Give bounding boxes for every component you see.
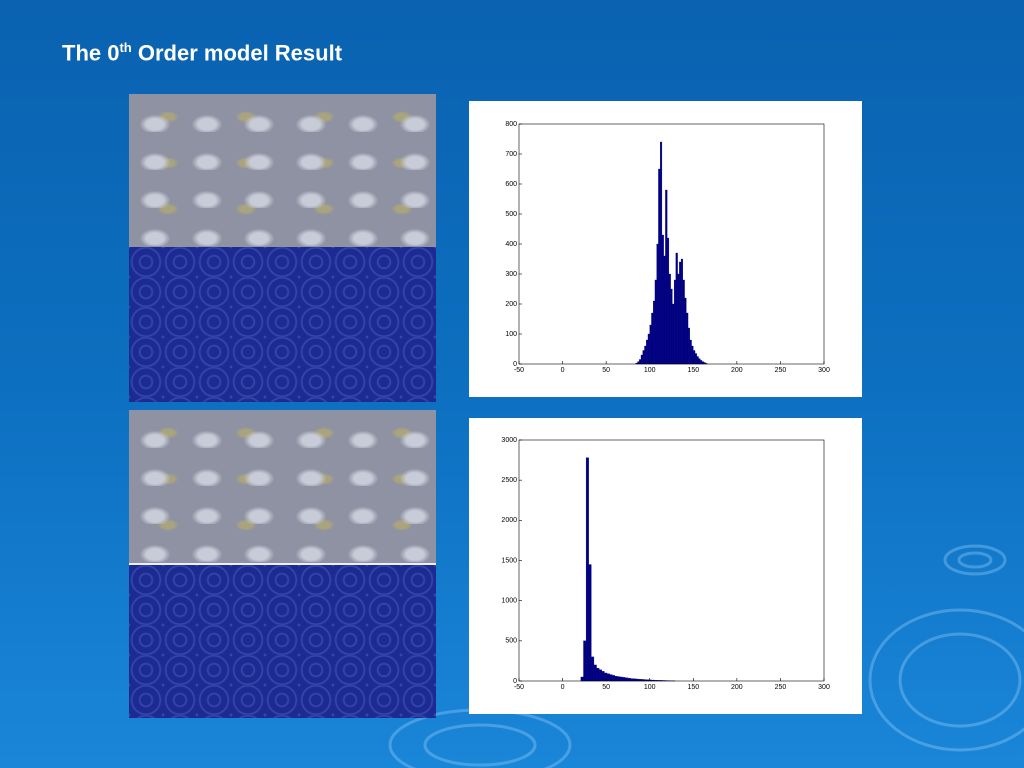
histogram-bar — [622, 677, 626, 682]
x-tick-label: 300 — [818, 684, 830, 691]
histogram-bar — [617, 676, 621, 682]
slide-title: The 0th Order model Result — [62, 40, 342, 66]
y-tick-label: 3000 — [501, 437, 517, 444]
y-tick-label: 0 — [513, 361, 517, 368]
x-tick-label: 150 — [687, 367, 699, 374]
histogram-bar — [654, 279, 657, 365]
y-tick-label: 300 — [505, 271, 517, 278]
histogram-bar — [614, 676, 618, 682]
histogram-bar — [661, 234, 664, 365]
histogram-bar — [606, 673, 610, 682]
histogram-bar — [651, 312, 654, 365]
x-tick-label: -50 — [514, 367, 524, 374]
histogram-bar — [656, 243, 659, 365]
histogram-bar — [660, 141, 663, 365]
histogram-bar — [593, 664, 597, 682]
histogram-bar — [591, 656, 595, 682]
histogram-bar — [630, 678, 634, 682]
histogram-bar — [649, 324, 652, 365]
histogram-bar — [619, 676, 623, 682]
chart-background — [469, 418, 862, 714]
histogram-bar — [627, 678, 631, 682]
y-tick-label: 500 — [505, 638, 517, 645]
x-tick-label: 50 — [602, 367, 610, 374]
histogram-bar — [580, 676, 584, 682]
histogram-bar — [684, 297, 687, 365]
histogram-bar — [694, 353, 697, 365]
y-tick-label: 1000 — [501, 598, 517, 605]
histogram-bar — [642, 350, 645, 365]
histogram-bar — [644, 345, 647, 365]
histogram-bar — [646, 339, 649, 365]
histogram-bar — [680, 258, 683, 365]
y-tick-label: 2000 — [501, 517, 517, 524]
histogram-bar — [696, 356, 699, 365]
histogram-bar — [687, 327, 690, 365]
y-tick-label: 800 — [505, 121, 517, 128]
histogram-bar — [675, 252, 678, 365]
histogram-bar — [637, 361, 640, 365]
y-tick-label: 700 — [505, 151, 517, 158]
y-tick-label: 500 — [505, 211, 517, 218]
histogram-bar — [672, 303, 675, 365]
histogram-bar — [639, 359, 642, 365]
histogram-bar — [596, 667, 600, 682]
histogram-bar — [583, 640, 587, 682]
texture-image — [129, 410, 436, 718]
histogram-bar — [625, 677, 629, 682]
histogram-bar — [633, 678, 636, 682]
histogram-bar — [673, 279, 677, 365]
title-text: The 0 — [62, 40, 120, 66]
x-tick-label: 150 — [687, 684, 699, 691]
histogram-bar — [665, 189, 668, 365]
histogram-bar — [601, 671, 605, 682]
histogram-bar — [670, 288, 673, 365]
x-tick-label: 100 — [644, 367, 656, 374]
y-tick-label: 200 — [505, 301, 517, 308]
histogram-bar — [701, 361, 704, 365]
texture-image — [129, 94, 436, 402]
histogram-bar — [609, 674, 613, 682]
histogram-bar — [653, 300, 656, 365]
histogram-bar — [599, 669, 602, 682]
x-tick-label: 0 — [561, 684, 565, 691]
y-tick-label: 0 — [513, 678, 517, 685]
histogram-bar — [700, 360, 703, 365]
histogram-bar — [663, 255, 666, 365]
histogram-bar — [647, 333, 650, 365]
x-tick-label: 250 — [775, 684, 787, 691]
title-text: Order model Result — [137, 40, 343, 66]
x-tick-label: 0 — [561, 367, 565, 374]
y-tick-label: 100 — [505, 331, 517, 338]
histogram-bar — [658, 168, 661, 365]
x-tick-label: 200 — [731, 367, 743, 374]
histogram-bar — [585, 457, 589, 682]
histogram-bar — [686, 312, 689, 365]
histogram-bar — [677, 273, 680, 365]
y-tick-label: 400 — [505, 241, 517, 248]
histogram-bar — [635, 678, 639, 682]
y-tick-label: 1500 — [501, 557, 517, 564]
histogram-bar — [668, 273, 671, 365]
histogram-bar — [698, 358, 701, 365]
y-tick-label: 600 — [505, 181, 517, 188]
x-tick-label: 250 — [775, 367, 787, 374]
histogram-bar — [612, 675, 616, 682]
histogram-bar — [679, 261, 682, 365]
histogram-bar — [689, 339, 692, 365]
x-tick-label: 100 — [644, 684, 656, 691]
histogram-bar — [666, 237, 670, 365]
title-sup: th — [119, 40, 132, 55]
histogram-bar — [682, 279, 685, 365]
x-tick-label: 50 — [602, 684, 610, 691]
histogram-bar — [604, 672, 608, 682]
histogram-bar — [640, 354, 643, 365]
x-tick-label: 200 — [731, 684, 743, 691]
x-tick-label: -50 — [514, 684, 524, 691]
histogram-bar — [588, 564, 592, 682]
x-tick-label: 300 — [818, 367, 830, 374]
y-tick-label: 2500 — [501, 477, 517, 484]
